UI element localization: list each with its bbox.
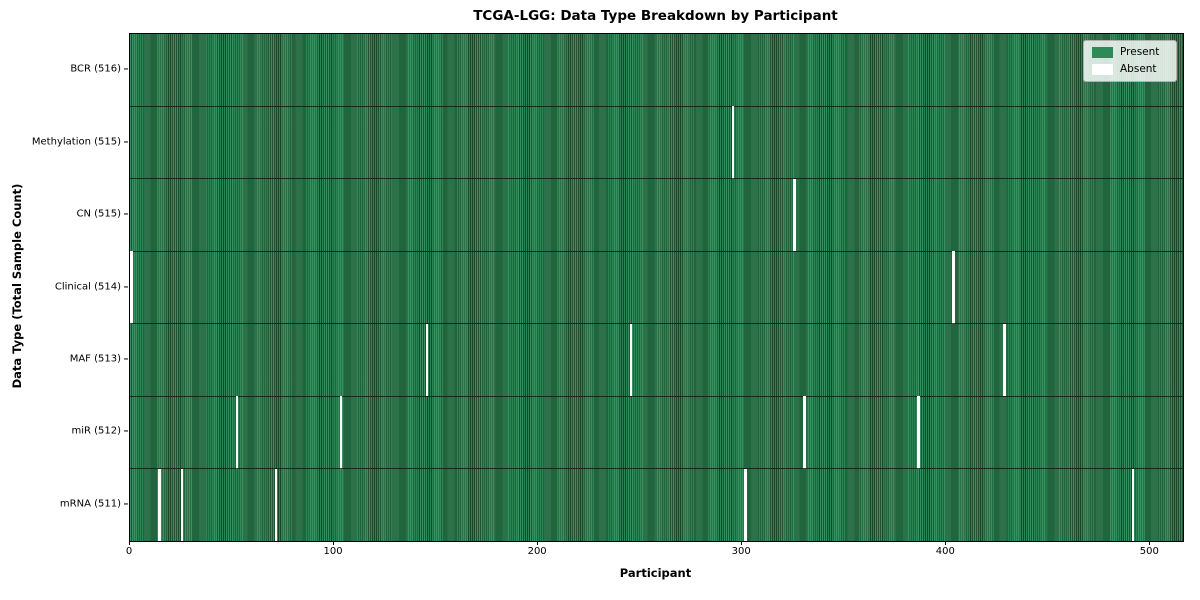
absent-marker-mRNA-25 xyxy=(180,468,184,541)
x-tick-label-300: 300 xyxy=(731,546,751,557)
y-tick-label-Methylation: Methylation (515) xyxy=(31,136,121,148)
x-tick-mark xyxy=(945,541,947,545)
row-divider xyxy=(130,467,1183,470)
y-tick-label-MAF: MAF (513) xyxy=(69,353,121,365)
x-tick-label-400: 400 xyxy=(935,546,955,557)
x-tick-mark xyxy=(741,541,743,545)
y-tick-mark xyxy=(124,213,128,215)
y-tick-mark xyxy=(124,358,128,360)
y-tick-label-mRNA: mRNA (511) xyxy=(59,498,121,510)
absent-marker-mRNA-14 xyxy=(158,468,161,541)
absent-marker-MAF-245 xyxy=(629,323,633,397)
absent-marker-miR-52 xyxy=(235,396,239,469)
legend-item-present: Present xyxy=(1092,46,1168,59)
y-tick-mark xyxy=(124,285,128,288)
y-tick-mark xyxy=(124,141,128,143)
chart-title: TCGA-LGG: Data Type Breakdown by Partici… xyxy=(473,8,838,24)
y-tick-label-Clinical: Clinical (514) xyxy=(54,281,121,292)
absent-marker-Methylation-295 xyxy=(731,106,735,179)
absent-marker-CN-325 xyxy=(792,178,796,252)
y-tick-mark xyxy=(124,430,128,432)
absent-marker-mRNA-301 xyxy=(743,468,747,541)
legend-item-absent: Absent xyxy=(1092,63,1168,76)
y-tick-mark xyxy=(124,503,128,505)
absent-marker-mRNA-71 xyxy=(274,468,278,541)
x-tick-mark xyxy=(333,541,335,545)
row-divider xyxy=(130,395,1183,397)
x-tick-label-0: 0 xyxy=(125,546,133,557)
y-tick-label-BCR: BCR (516) xyxy=(70,63,121,75)
row-divider xyxy=(130,323,1183,325)
present-swatch-icon xyxy=(1092,47,1113,58)
absent-marker-Clinical-0 xyxy=(130,251,133,324)
legend-label-present: Present xyxy=(1120,46,1160,58)
x-tick-mark xyxy=(1149,541,1151,545)
absent-marker-Clinical-403 xyxy=(952,251,955,324)
legend: Present Absent xyxy=(1083,40,1177,82)
absent-marker-MAF-428 xyxy=(1003,323,1006,397)
y-tick-mark xyxy=(124,68,128,70)
absent-marker-miR-103 xyxy=(339,396,343,469)
row-divider xyxy=(130,105,1183,108)
plot-area xyxy=(129,33,1184,542)
row-divider xyxy=(130,250,1183,252)
legend-label-absent: Absent xyxy=(1120,63,1157,75)
y-tick-label-CN: CN (515) xyxy=(76,208,121,220)
y-tick-label-miR: miR (512) xyxy=(71,425,121,437)
absent-marker-miR-386 xyxy=(917,396,920,469)
x-tick-label-500: 500 xyxy=(1139,546,1159,557)
x-tick-mark xyxy=(129,541,131,545)
x-tick-label-100: 100 xyxy=(323,546,343,557)
x-tick-mark xyxy=(537,541,539,545)
absent-marker-miR-330 xyxy=(803,396,806,469)
absent-swatch-icon xyxy=(1092,64,1113,75)
absent-marker-MAF-145 xyxy=(425,323,429,397)
x-axis-label: Participant xyxy=(619,566,692,580)
absent-marker-mRNA-491 xyxy=(1131,468,1135,541)
row-divider xyxy=(130,178,1183,180)
x-tick-label-200: 200 xyxy=(527,546,547,557)
